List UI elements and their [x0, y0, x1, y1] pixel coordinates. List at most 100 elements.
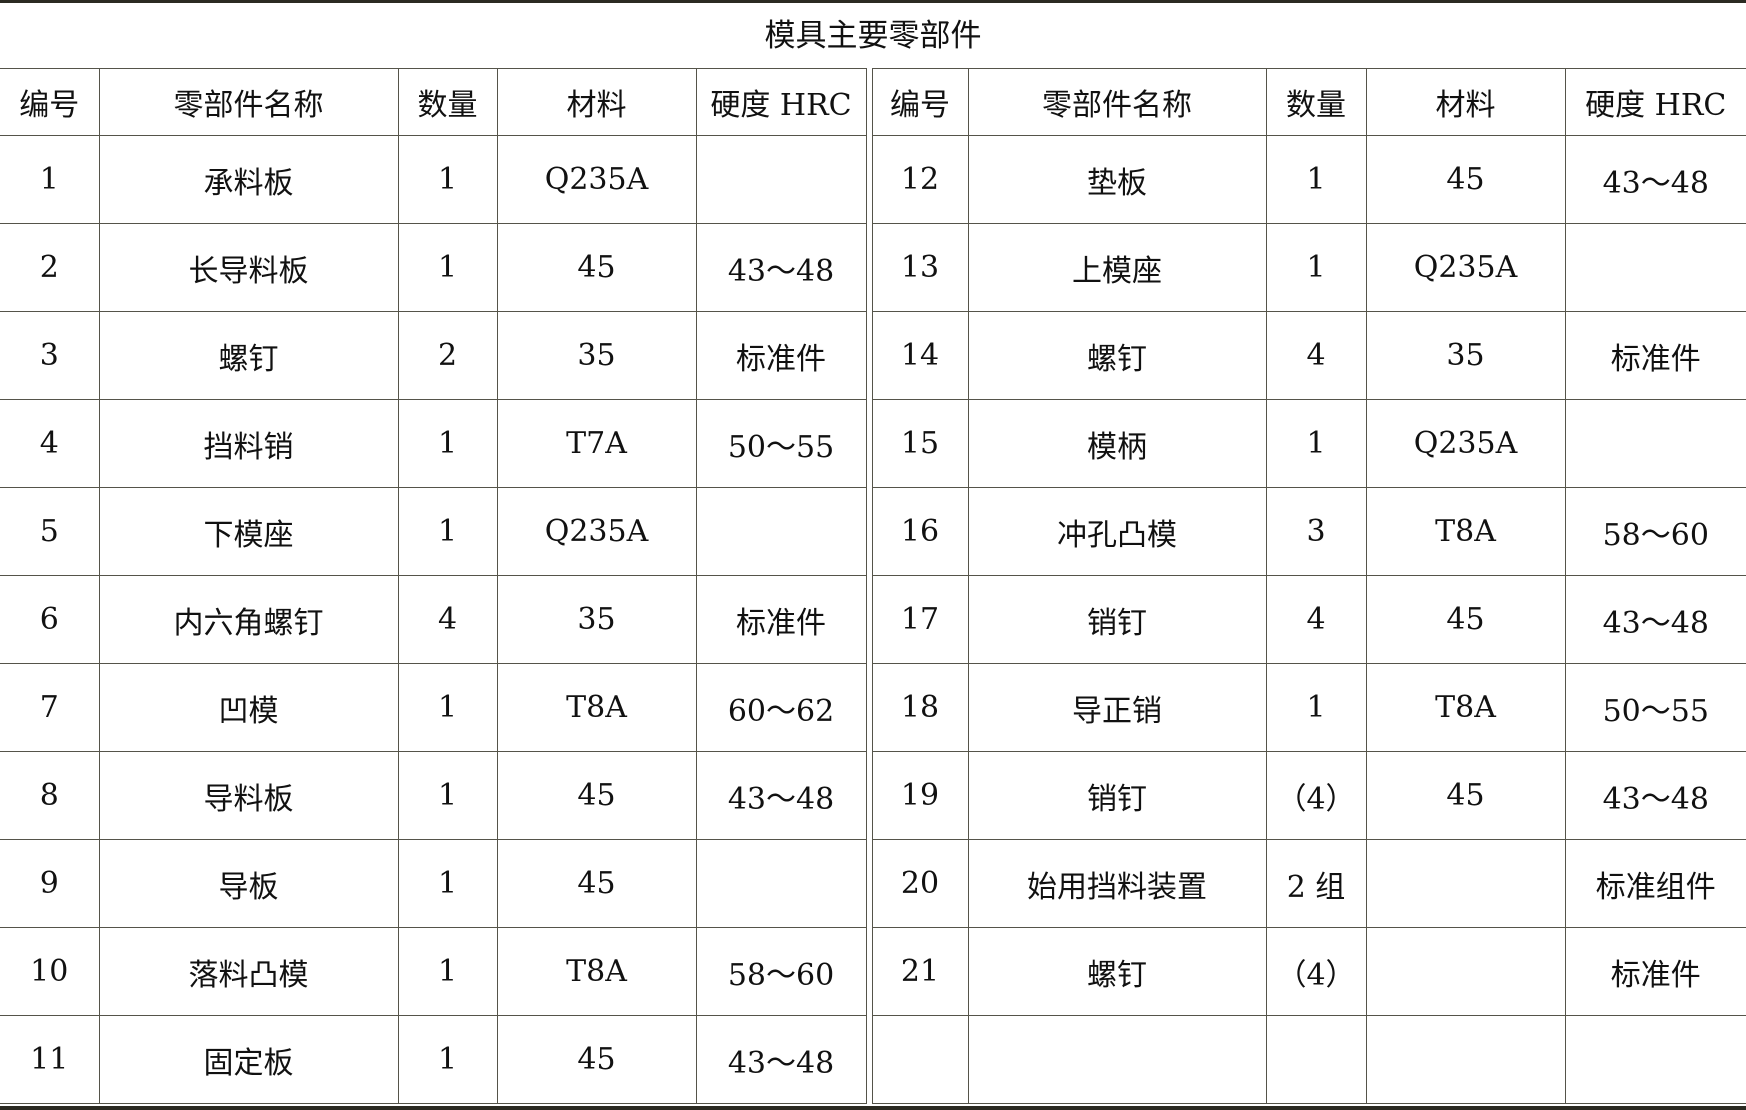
cell-quantity: （4） [1265, 751, 1367, 840]
cell-material [1365, 1015, 1566, 1104]
cell-number: 12 [871, 135, 969, 224]
cell-hardness: 58～60 [695, 927, 867, 1016]
table-row: 9 导板 1 45 20 始用挡料装置 2 组 标准组件 [0, 839, 1746, 928]
parts-table: 编号 零部件名称 数量 材料 硬度 HRC 编号 零部件名称 数量 材料 硬度 HRC 1 承料板 1 Q… [0, 68, 1746, 1104]
bottom-rule [0, 1106, 1746, 1110]
cell-number: 7 [0, 663, 100, 752]
cell-hardness: 43～48 [695, 751, 867, 840]
cell-quantity: 1 [397, 1015, 498, 1104]
cell-part-name: 螺钉 [967, 927, 1267, 1016]
cell-hardness: 标准件 [1564, 927, 1746, 1016]
cell-part-name: 上模座 [967, 223, 1267, 312]
cell-material: Q235A [1365, 223, 1566, 312]
cell-hardness [1564, 223, 1746, 312]
cell-number: 15 [871, 399, 969, 488]
cell-hardness: 43～48 [1564, 135, 1746, 224]
cell-part-name: 冲孔凸模 [967, 487, 1267, 576]
top-rule [0, 0, 1746, 3]
cell-hardness [1564, 1015, 1746, 1104]
table-row: 1 承料板 1 Q235A 12 垫板 1 45 43～48 [0, 135, 1746, 224]
cell-hardness [695, 135, 867, 224]
cell-material [1365, 839, 1566, 928]
cell-material: Q235A [1365, 399, 1566, 488]
cell-quantity: 4 [397, 575, 498, 664]
cell-quantity: 4 [1265, 575, 1367, 664]
cell-part-name: 垫板 [967, 135, 1267, 224]
cell-quantity: 1 [397, 135, 498, 224]
cell-hardness: 标准件 [1564, 311, 1746, 400]
table-title: 模具主要零部件 [764, 18, 982, 54]
cell-part-name: 模柄 [967, 399, 1267, 488]
cell-material: 45 [496, 1015, 697, 1104]
cell-hardness: 标准组件 [1564, 839, 1746, 928]
cell-number: 18 [871, 663, 969, 752]
header-material: 材料 [1365, 68, 1566, 136]
table-row: 7 凹模 1 T8A 60～62 18 导正销 1 T8A 50～55 [0, 663, 1746, 752]
cell-part-name: 凹模 [98, 663, 399, 752]
header-quantity: 数量 [1265, 68, 1367, 136]
cell-quantity [1265, 1015, 1367, 1104]
cell-part-name: 始用挡料装置 [967, 839, 1267, 928]
cell-hardness [695, 487, 867, 576]
table-row: 6 内六角螺钉 4 35 标准件 17 销钉 4 45 43～48 [0, 575, 1746, 664]
header-hardness: 硬度 HRC [1564, 68, 1746, 136]
cell-number: 3 [0, 311, 100, 400]
cell-part-name: 销钉 [967, 751, 1267, 840]
header-number: 编号 [871, 68, 969, 136]
cell-material: 45 [1365, 751, 1566, 840]
cell-part-name: 落料凸模 [98, 927, 399, 1016]
cell-material: 45 [496, 223, 697, 312]
header-part-name: 零部件名称 [967, 68, 1267, 136]
cell-number: 13 [871, 223, 969, 312]
cell-number: 11 [0, 1015, 100, 1104]
cell-quantity: 3 [1265, 487, 1367, 576]
cell-number: 4 [0, 399, 100, 488]
cell-quantity: 1 [1265, 399, 1367, 488]
cell-hardness: 43～48 [1564, 751, 1746, 840]
cell-quantity: （4） [1265, 927, 1367, 1016]
cell-material: 45 [496, 839, 697, 928]
cell-number: 2 [0, 223, 100, 312]
cell-number: 1 [0, 135, 100, 224]
cell-number [871, 1015, 969, 1104]
cell-hardness: 50～55 [1564, 663, 1746, 752]
cell-number: 20 [871, 839, 969, 928]
cell-material: T8A [496, 663, 697, 752]
header-row: 编号 零部件名称 数量 材料 硬度 HRC 编号 零部件名称 数量 材料 硬度 HRC [0, 68, 1746, 136]
cell-hardness: 43～48 [1564, 575, 1746, 664]
header-material: 材料 [496, 68, 697, 136]
cell-part-name: 销钉 [967, 575, 1267, 664]
cell-part-name: 下模座 [98, 487, 399, 576]
cell-material: 45 [496, 751, 697, 840]
cell-hardness: 58～60 [1564, 487, 1746, 576]
cell-hardness: 43～48 [695, 223, 867, 312]
cell-quantity: 1 [397, 839, 498, 928]
cell-hardness [695, 839, 867, 928]
cell-number: 8 [0, 751, 100, 840]
table-row: 11 固定板 1 45 43～48 [0, 1015, 1746, 1104]
cell-part-name: 长导料板 [98, 223, 399, 312]
cell-part-name: 内六角螺钉 [98, 575, 399, 664]
cell-material: T8A [1365, 663, 1566, 752]
table-row: 4 挡料销 1 T7A 50～55 15 模柄 1 Q235A [0, 399, 1746, 488]
cell-part-name [967, 1015, 1267, 1104]
table-row: 10 落料凸模 1 T8A 58～60 21 螺钉 （4） 标准件 [0, 927, 1746, 1016]
cell-quantity: 1 [397, 927, 498, 1016]
cell-number: 17 [871, 575, 969, 664]
cell-material: 45 [1365, 575, 1566, 664]
cell-quantity: 2 组 [1265, 839, 1367, 928]
cell-number: 21 [871, 927, 969, 1016]
cell-material: 45 [1365, 135, 1566, 224]
cell-material: Q235A [496, 487, 697, 576]
cell-quantity: 1 [397, 663, 498, 752]
cell-quantity: 1 [397, 223, 498, 312]
cell-quantity: 1 [397, 399, 498, 488]
cell-number: 10 [0, 927, 100, 1016]
cell-part-name: 承料板 [98, 135, 399, 224]
cell-hardness [1564, 399, 1746, 488]
header-quantity: 数量 [397, 68, 498, 136]
cell-material: T7A [496, 399, 697, 488]
cell-material [1365, 927, 1566, 1016]
cell-material: 35 [496, 575, 697, 664]
